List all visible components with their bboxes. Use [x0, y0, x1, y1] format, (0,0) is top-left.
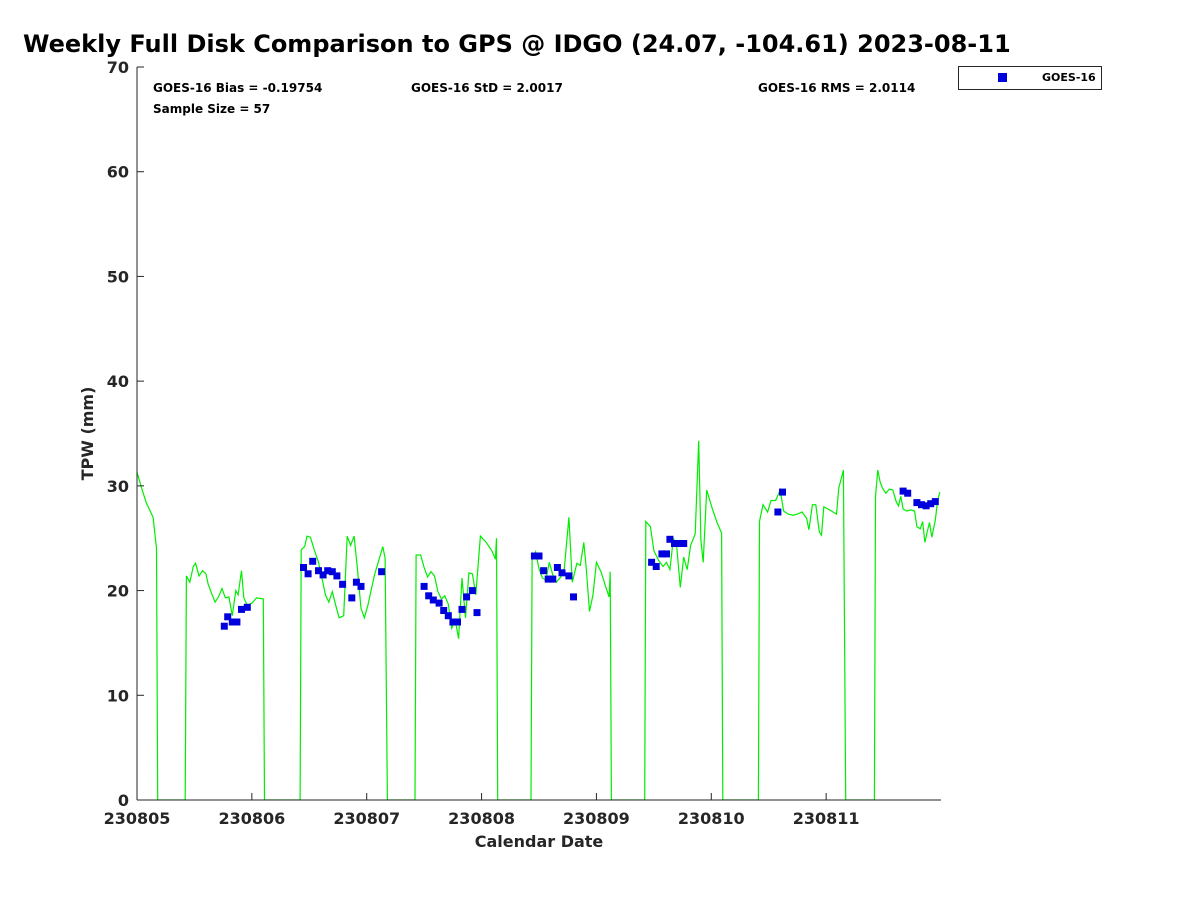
goes16-point [352, 578, 360, 586]
goes16-point [324, 567, 332, 575]
goes16-point [309, 557, 317, 565]
y-tick-label: 30 [107, 477, 129, 496]
goes16-point [463, 593, 471, 601]
x-tick-label: 230805 [104, 809, 171, 828]
goes16-point [243, 603, 251, 611]
goes16-point [425, 592, 433, 600]
goes16-point [931, 498, 939, 506]
goes16-point [658, 550, 666, 558]
goes16-point [675, 540, 683, 547]
goes16-point [553, 564, 561, 571]
goes16-point [458, 605, 466, 613]
goes16-point [468, 587, 476, 595]
goes16-point [540, 567, 548, 575]
goes16-point [224, 613, 232, 621]
goes16-point [435, 599, 443, 607]
x-tick-label: 230810 [678, 809, 745, 828]
goes16-point [530, 552, 538, 560]
goes16-point [899, 487, 907, 495]
legend: GOES-16 [958, 66, 1102, 90]
goes16-point [319, 571, 327, 579]
y-tick-label: 10 [107, 686, 129, 705]
y-tick-label: 60 [107, 163, 129, 182]
chart-title: Weekly Full Disk Comparison to GPS @ IDG… [23, 30, 1011, 58]
goes16-point [904, 489, 912, 497]
legend-label: GOES-16 [1042, 71, 1096, 84]
goes16-point [922, 502, 930, 510]
goes16-point [238, 605, 245, 613]
goes16-point [666, 535, 674, 543]
x-tick-label: 230809 [563, 809, 630, 828]
std-text: GOES-16 StD = 2.0017 [411, 81, 563, 95]
gps-line-series [137, 440, 941, 800]
x-tick-label: 230807 [333, 809, 400, 828]
y-tick-label: 70 [107, 58, 129, 77]
goes16-point [300, 564, 307, 571]
goes16-point [779, 488, 786, 496]
goes16-point [304, 570, 312, 578]
rms-text: GOES-16 RMS = 2.0114 [758, 81, 915, 95]
goes16-point [549, 575, 557, 583]
goes16-point [429, 596, 437, 604]
goes16-point [378, 568, 386, 576]
goes16-point [440, 607, 448, 614]
legend-marker [998, 73, 1007, 82]
axes: 0 10 20 30 40 50 60 70 230805 230806 230807 230808 2… [78, 58, 941, 851]
sample-size-text: Sample Size = 57 [153, 102, 270, 116]
goes16-point [228, 618, 236, 626]
goes16-point [648, 558, 656, 566]
goes16-point [315, 567, 322, 575]
goes16-point [339, 580, 347, 588]
goes16-point [913, 499, 921, 507]
goes16-point [671, 540, 678, 547]
goes16-point [357, 582, 365, 590]
goes16-point [333, 572, 341, 580]
bias-text: GOES-16 Bias = -0.19754 [153, 81, 322, 95]
goes16-point [927, 500, 935, 508]
goes16-point [348, 594, 356, 602]
goes16-point [652, 563, 660, 570]
y-tick-label: 40 [107, 372, 129, 391]
x-axis-label: Calendar Date [475, 832, 604, 851]
goes16-point [454, 618, 461, 626]
goes16-point [444, 612, 452, 620]
y-tick-label: 0 [118, 791, 129, 810]
goes16-point [565, 572, 573, 580]
x-tick-label: 230808 [448, 809, 515, 828]
goes16-point [774, 508, 782, 516]
goes16-point [420, 582, 428, 590]
stats-annotations: GOES-16 Bias = -0.19754 GOES-16 StD = 2.0… [153, 81, 915, 116]
goes16-point [233, 618, 241, 626]
goes16-point [473, 609, 481, 617]
x-tick-label: 230811 [793, 809, 860, 828]
goes16-point [544, 575, 552, 583]
goes16-point [535, 552, 543, 560]
y-axis-label: TPW (mm) [78, 387, 97, 481]
goes16-point [558, 569, 566, 577]
goes16-point [680, 540, 688, 547]
goes16-point [220, 622, 228, 630]
y-tick-label: 20 [107, 582, 129, 601]
goes16-point [918, 501, 925, 509]
goes16-scatter-series [220, 487, 939, 630]
x-tick-label: 230806 [218, 809, 285, 828]
plot-area [137, 440, 941, 800]
goes16-point [663, 550, 670, 558]
goes16-point [328, 568, 336, 576]
legend-box [958, 66, 1102, 90]
goes16-point [570, 593, 577, 601]
y-tick-label: 50 [107, 267, 129, 286]
goes16-point [449, 618, 457, 626]
